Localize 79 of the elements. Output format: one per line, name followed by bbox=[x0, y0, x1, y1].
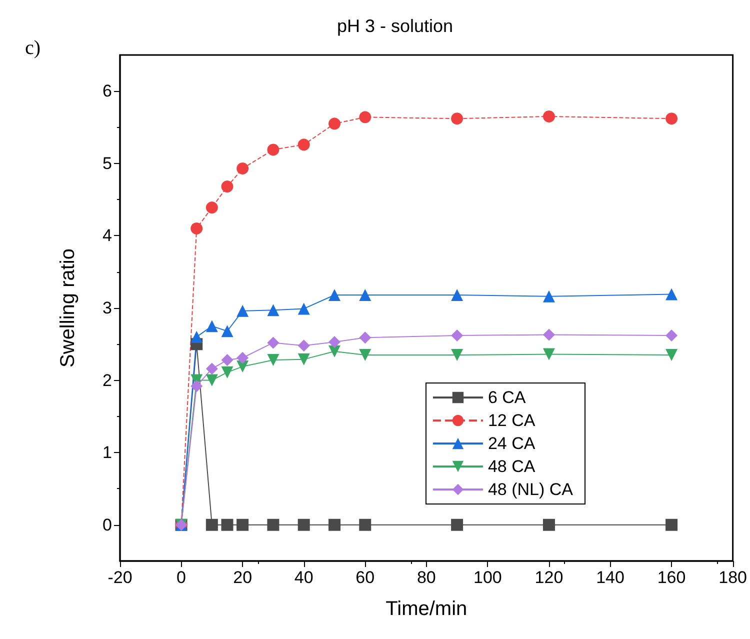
y-tick-label: 4 bbox=[102, 226, 112, 246]
point bbox=[328, 518, 340, 531]
point bbox=[221, 325, 234, 338]
x-tick-label: 180 bbox=[718, 568, 748, 587]
point bbox=[267, 518, 280, 531]
point bbox=[328, 345, 340, 358]
x-tick-label: 80 bbox=[416, 568, 436, 587]
legend-label: 6 CA bbox=[488, 388, 526, 407]
point bbox=[298, 302, 310, 315]
point bbox=[359, 518, 372, 531]
y-axis-title: Swelling ratio bbox=[57, 248, 79, 368]
point bbox=[451, 329, 464, 342]
point bbox=[267, 144, 280, 156]
point bbox=[221, 518, 234, 531]
point bbox=[666, 112, 678, 125]
point bbox=[267, 336, 280, 349]
point bbox=[206, 362, 218, 375]
point bbox=[542, 518, 555, 531]
chart-title: pH 3 - solution bbox=[336, 16, 454, 36]
point bbox=[666, 518, 678, 531]
point bbox=[451, 348, 464, 361]
x-tick-label: 120 bbox=[534, 568, 564, 587]
point bbox=[451, 518, 464, 531]
text: c) bbox=[25, 37, 41, 59]
point bbox=[328, 336, 340, 348]
point bbox=[542, 290, 555, 302]
point bbox=[298, 353, 310, 366]
point bbox=[190, 222, 203, 234]
x-tick-label: 60 bbox=[356, 568, 375, 587]
x-tick-label: -20 bbox=[108, 568, 132, 587]
y-tick-label: 2 bbox=[102, 370, 112, 390]
legend-label: 12 CA bbox=[488, 411, 536, 430]
y-tick-label: 6 bbox=[102, 82, 112, 101]
point bbox=[298, 138, 310, 151]
point bbox=[190, 330, 203, 343]
y-tick-label: 1 bbox=[102, 443, 112, 462]
point bbox=[236, 162, 249, 174]
legend-label: 24 CA bbox=[488, 434, 536, 453]
x-tick-label: 100 bbox=[474, 568, 502, 587]
point bbox=[206, 320, 218, 332]
point bbox=[206, 518, 218, 531]
y-tick-label: 0 bbox=[102, 515, 112, 534]
point bbox=[451, 288, 464, 301]
point bbox=[298, 518, 310, 531]
x-tick-label: 140 bbox=[596, 568, 624, 587]
point bbox=[236, 304, 249, 317]
point bbox=[542, 328, 555, 341]
legend-label: 48 (NL) CA bbox=[488, 480, 574, 499]
point bbox=[666, 288, 678, 300]
x-tick-label: 40 bbox=[294, 568, 314, 587]
point bbox=[267, 354, 280, 366]
point bbox=[206, 374, 218, 386]
point bbox=[359, 288, 372, 301]
point bbox=[298, 340, 310, 352]
point bbox=[206, 202, 218, 214]
point bbox=[236, 352, 249, 364]
legend-label: 48 CA bbox=[488, 457, 536, 476]
point bbox=[666, 329, 678, 342]
point bbox=[190, 380, 203, 392]
point bbox=[542, 348, 555, 360]
y-tick-label: 5 bbox=[102, 154, 112, 173]
point bbox=[267, 304, 280, 316]
point bbox=[328, 118, 340, 130]
y-tick-label: 3 bbox=[102, 298, 112, 318]
x-tick-label: 0 bbox=[176, 568, 186, 587]
x-tick-label: 160 bbox=[657, 568, 686, 587]
point bbox=[359, 332, 372, 344]
point bbox=[542, 110, 555, 122]
point bbox=[359, 111, 372, 124]
point bbox=[359, 348, 372, 361]
point bbox=[328, 288, 340, 301]
x-axis-title: Time/min bbox=[386, 598, 468, 620]
point bbox=[236, 518, 249, 531]
point bbox=[221, 354, 234, 366]
point bbox=[221, 366, 234, 378]
point bbox=[666, 348, 678, 361]
point bbox=[451, 112, 464, 125]
point bbox=[221, 180, 234, 193]
x-tick-label: 20 bbox=[233, 568, 252, 587]
